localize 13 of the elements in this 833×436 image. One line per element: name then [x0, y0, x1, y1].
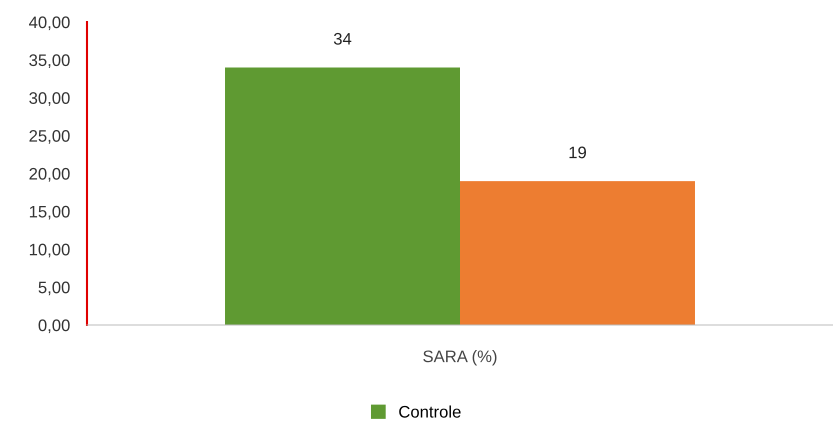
y-tick-label: 5,00 — [38, 282, 70, 296]
data-label: 19 — [570, 146, 586, 158]
y-tick-label: 25,00 — [29, 130, 70, 144]
y-tick-label: 30,00 — [29, 92, 70, 106]
legend-label: Controle — [399, 405, 461, 418]
data-label: 34 — [334, 32, 352, 45]
y-tick-label: 20,00 — [29, 168, 70, 182]
y-tick-label: 40,00 — [29, 16, 70, 30]
y-tick-label: 10,00 — [30, 244, 70, 258]
y-tick-label: 0,00 — [38, 319, 70, 334]
x-tick-label: SARA (%) — [423, 350, 496, 366]
y-tick-label: 15,00 — [30, 206, 70, 220]
y-tick-label: 35,00 — [29, 54, 70, 68]
